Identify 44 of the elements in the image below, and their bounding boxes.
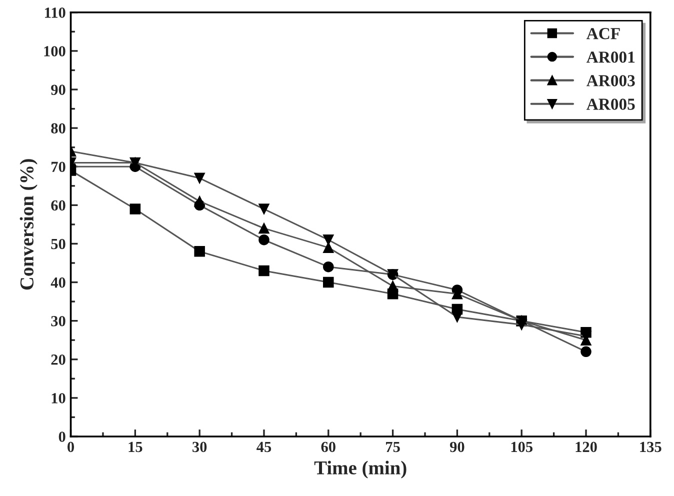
point	[323, 242, 334, 253]
y-tick-label: 80	[51, 123, 66, 134]
x-tick-label: 15	[128, 442, 142, 452]
y-tick-label: 30	[51, 316, 66, 326]
x-tick-label: 120	[576, 442, 597, 452]
y-tick-label: 100	[44, 46, 66, 56]
x-tick-label: 75	[386, 442, 400, 452]
point	[516, 319, 527, 330]
x-tick-label: 30	[192, 442, 207, 452]
point	[130, 204, 141, 214]
legend-label: AR001	[586, 52, 635, 63]
x-tick-label: 90	[450, 442, 464, 452]
x-tick-label: 105	[511, 442, 532, 452]
y-tick-label: 110	[45, 8, 66, 18]
point	[258, 234, 270, 246]
point	[258, 222, 270, 234]
x-tick-label: 60	[321, 442, 336, 452]
y-tick-label: 10	[52, 393, 66, 404]
point	[194, 172, 205, 184]
x-tick-label: 135	[640, 442, 662, 452]
legend-label: ACF	[586, 28, 620, 40]
point	[258, 204, 270, 214]
point	[323, 234, 334, 246]
x-axis-title: Time (min)	[314, 460, 406, 478]
point	[580, 346, 592, 358]
point	[323, 261, 334, 272]
point	[258, 265, 270, 276]
x-tick-label: 45	[256, 442, 272, 452]
y-tick-label: 60	[51, 200, 66, 211]
legend-label: AR003	[586, 75, 635, 86]
y-axis-title: Conversion (%)	[20, 159, 38, 290]
point	[323, 276, 334, 288]
point	[194, 246, 205, 257]
y-tick-label: 20	[51, 354, 66, 365]
y-tick-label: 0	[58, 432, 66, 442]
point	[387, 280, 398, 292]
y-tick-label: 50	[51, 238, 66, 250]
point	[194, 196, 205, 207]
y-tick-label: 40	[50, 277, 66, 288]
x-tick-label: 0	[68, 442, 74, 452]
point	[452, 312, 463, 322]
y-tick-label: 70	[52, 162, 66, 172]
legend-label: AR005	[586, 98, 635, 110]
y-tick-label: 90	[51, 84, 66, 95]
